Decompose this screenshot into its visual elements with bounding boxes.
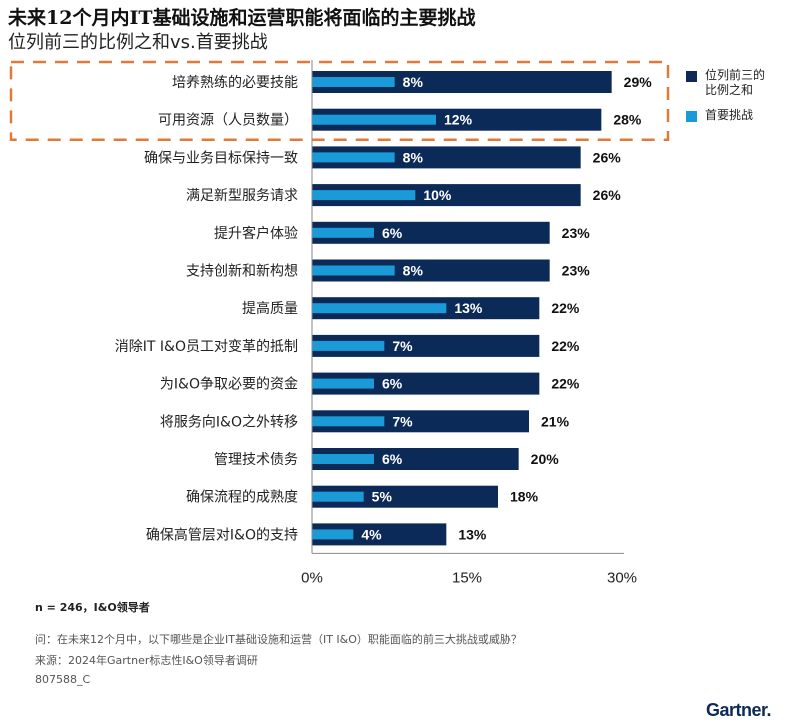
legend-swatch-top1: [686, 111, 697, 122]
legend-item-top3: 位列前三的 比例之和: [686, 68, 785, 98]
bar-top3: [312, 485, 498, 508]
bar-top1: [312, 227, 374, 238]
category-label: 为I&O争取必要的资金: [160, 377, 298, 393]
bar-top3: [312, 448, 519, 470]
data-label-top1: 6%: [382, 225, 403, 241]
gartner-logo: Gartner.: [706, 700, 772, 720]
legend-item-top1: 首要挑战: [686, 108, 785, 123]
data-label-top1: 8%: [403, 263, 424, 279]
chart-subtitle: 位列前三的比例之和vs.首要挑战: [8, 32, 268, 53]
data-label-top1: 8%: [403, 149, 424, 165]
data-label-top3: 26%: [593, 149, 622, 165]
data-label-top3: 23%: [562, 225, 591, 241]
bar-top1: [312, 340, 385, 351]
bar-top3: [312, 372, 540, 395]
bar-top3: [312, 334, 540, 357]
data-label-top3: 22%: [551, 300, 580, 316]
bar-top3: [312, 221, 550, 244]
bar-top1: [312, 378, 374, 389]
data-label-top3: 29%: [624, 74, 653, 90]
legend-swatch-top3: [686, 71, 697, 82]
bar-top1: [312, 454, 374, 464]
data-label-top1: 4%: [361, 526, 382, 542]
sample-size-note: n = 246，I&O领导者: [35, 601, 150, 614]
data-label-top3: 22%: [551, 338, 580, 354]
data-label-top3: 23%: [562, 263, 591, 279]
data-label-top3: 18%: [510, 489, 539, 505]
x-tick-label: 30%: [607, 569, 637, 586]
survey-question: 问：在未来12个月中，以下哪些是企业IT基础设施和运营（IT I&O）职能面临的…: [35, 633, 522, 646]
data-label-top1: 10%: [423, 187, 452, 203]
bar-top3: [312, 184, 581, 207]
category-label: 确保高管层对I&O的支持: [146, 526, 298, 543]
category-label: 满足新型服务请求: [186, 188, 298, 204]
category-label: 消除IT I&O员工对变革的抵制: [115, 339, 298, 355]
data-label-top3: 28%: [613, 112, 642, 128]
bar-top1: [312, 529, 354, 540]
data-label-top1: 6%: [382, 451, 403, 467]
data-label-top1: 7%: [392, 413, 413, 429]
bar-top3: [312, 523, 447, 546]
bar-top3: [312, 71, 612, 93]
bar-top1: [312, 416, 385, 427]
bar-chart: 培养熟练的必要技能 8% 29% 可用资源（人员数量） 12% 28% 确保与业务目标保持一…: [9, 60, 670, 586]
legend-label-top1: 首要挑战: [705, 108, 754, 122]
category-label: 将服务向I&O之外转移: [160, 414, 298, 430]
data-label-top1: 13%: [454, 300, 483, 316]
data-label-top3: 22%: [551, 376, 580, 392]
legend-label-top3-line2: 比例之和: [705, 83, 754, 97]
bar-top1: [312, 152, 395, 163]
category-label: 确保流程的成熟度: [186, 490, 298, 506]
chart-title: 未来12个月内IT基础设施和运营职能将面临的主要挑战: [8, 7, 476, 29]
bar-top1: [312, 265, 395, 276]
bar-top3: [312, 108, 602, 131]
bar-top3: [312, 146, 581, 169]
highlight-box: [9, 60, 670, 141]
data-label-top1: 6%: [382, 376, 403, 392]
data-label-top1: 8%: [403, 74, 424, 90]
legend: 位列前三的 比例之和 首要挑战: [686, 68, 785, 133]
bar-top1: [312, 114, 436, 125]
category-label: 培养熟练的必要技能: [172, 75, 298, 91]
category-label: 提高质量: [242, 300, 298, 317]
bar-top1: [312, 190, 416, 201]
category-label: 提升客户体验: [214, 225, 298, 242]
category-label: 支持创新和新构想: [186, 264, 298, 280]
category-label: 管理技术债务: [214, 452, 298, 468]
data-label-top3: 20%: [531, 451, 560, 467]
category-label: 确保与业务目标保持一致: [144, 150, 298, 166]
data-label-top3: 21%: [541, 413, 570, 429]
bar-top1: [312, 77, 395, 87]
bar-top3: [312, 410, 529, 433]
data-label-top1: 12%: [444, 112, 473, 128]
bar-top1: [312, 303, 447, 314]
bar-top3: [312, 259, 550, 282]
x-tick-label: 15%: [452, 569, 482, 586]
bar-top1: [312, 491, 364, 502]
data-label-top3: 26%: [593, 187, 622, 203]
x-tick-label: 0%: [301, 569, 323, 586]
figure-id: 807588_C: [35, 673, 91, 686]
source-note: 来源：2024年Gartner标志性I&O领导者调研: [35, 654, 258, 667]
category-label: 可用资源（人员数量）: [158, 113, 298, 129]
legend-label-top3-line1: 位列前三的: [705, 68, 766, 82]
data-label-top1: 7%: [392, 338, 413, 354]
data-label-top3: 13%: [458, 526, 487, 542]
data-label-top1: 5%: [372, 489, 393, 505]
